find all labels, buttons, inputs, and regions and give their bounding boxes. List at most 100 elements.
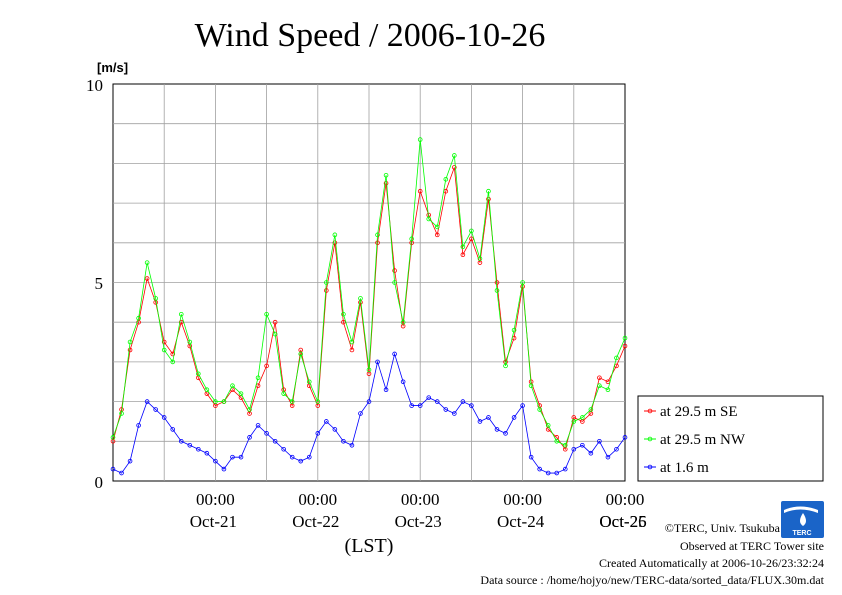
data-point: [545, 423, 551, 428]
data-point: [341, 319, 346, 325]
data-point: [434, 224, 440, 230]
data-point: [503, 431, 508, 436]
data-point: [469, 228, 474, 234]
data-point: [426, 216, 432, 222]
y-tick-label-5: 5: [95, 274, 104, 293]
data-point: [622, 435, 628, 440]
data-point: [110, 435, 116, 440]
data-point: [520, 403, 525, 408]
data-point: [622, 335, 628, 341]
data-point: [528, 454, 534, 460]
data-point: [614, 446, 619, 452]
data-point: [341, 311, 346, 317]
data-point: [383, 180, 389, 186]
data-point: [494, 427, 500, 432]
data-point: [264, 363, 269, 369]
legend-box: [637, 395, 824, 482]
data-point: [204, 387, 210, 392]
data-point: [486, 188, 491, 194]
legend-label: at 1.6 m: [660, 460, 709, 476]
data-point: [469, 403, 474, 408]
data-point: [358, 296, 363, 301]
data-point: [477, 419, 483, 424]
data-point: [469, 236, 474, 242]
data-point: [571, 419, 577, 424]
data-point: [614, 355, 619, 361]
y-axis: 0 5 10: [86, 76, 103, 492]
data-point: [417, 137, 423, 142]
data-point: [272, 331, 278, 337]
y-tick-label-0: 0: [95, 473, 104, 492]
x-axis: 00:00 00:00 00:00 00:00 00:00 Oct-21 Oct-22 Oct…: [190, 490, 647, 531]
data-point: [452, 153, 457, 158]
data-point: [161, 339, 167, 345]
data-point: [562, 466, 568, 472]
data-point: [332, 232, 338, 238]
data-point: [324, 288, 329, 293]
legend-marker: [647, 408, 653, 414]
data-point: [460, 244, 466, 250]
data-point: [392, 280, 397, 285]
x-tick-label-hour: 00:00: [298, 490, 337, 509]
data-point: [580, 442, 585, 448]
x-tick-label-day: Oct-24: [497, 512, 545, 531]
y-tick-label-10: 10: [86, 76, 103, 95]
data-point: [358, 411, 363, 416]
tercl-logo: TERC: [781, 501, 824, 538]
data-point: [136, 315, 141, 321]
data-point: [520, 280, 525, 285]
credit-source: Data source : /home/hojyo/new/TERC-data/…: [480, 573, 824, 587]
data-point: [170, 427, 176, 432]
data-point: [315, 431, 321, 436]
x-tick-label-hour: 00:00: [606, 490, 645, 509]
data-point: [298, 351, 304, 357]
x-tick-label-hour: 00:00: [196, 490, 235, 509]
credit-observed: Observed at TERC Tower site: [680, 539, 824, 553]
data-point: [332, 240, 338, 246]
data-point: [119, 470, 124, 476]
data-point: [306, 454, 312, 460]
data-point: [341, 438, 346, 444]
data-point: [127, 339, 133, 345]
credit-copyright: ©TERC, Univ. Tsukuba: [665, 521, 781, 535]
data-point: [213, 399, 218, 404]
x-tick-label-hour: 00:00: [503, 490, 542, 509]
legend-label: at 29.5 m NW: [660, 432, 746, 448]
data-point: [230, 454, 235, 460]
data-point: [238, 391, 244, 396]
data-point: [144, 276, 150, 281]
data-point: [452, 411, 457, 416]
x-tick-label-day: Oct-26: [599, 512, 646, 531]
data-point: [554, 438, 560, 444]
data-point: [417, 403, 423, 408]
data-point: [460, 399, 466, 404]
data-point: [486, 415, 491, 420]
data-point: [383, 387, 389, 392]
data-point: [571, 446, 577, 452]
data-point: [477, 256, 483, 261]
data-point: [434, 232, 440, 238]
data-point: [605, 387, 611, 392]
legend-marker: [647, 436, 653, 442]
data-point: [366, 399, 372, 404]
grid: [113, 84, 625, 481]
data-point: [127, 347, 133, 353]
data-point: [264, 431, 269, 436]
x-tick-label-day: Oct-22: [292, 512, 339, 531]
y-axis-unit: [m/s]: [97, 60, 128, 75]
data-point: [375, 359, 380, 365]
data-point: [178, 319, 184, 325]
data-point: [255, 423, 261, 428]
data-point: [528, 383, 534, 389]
data-point: [110, 466, 116, 472]
data-point: [588, 450, 594, 456]
data-point: [597, 383, 602, 389]
data-point: [230, 383, 235, 389]
data-point: [597, 438, 602, 444]
data-point: [144, 260, 150, 265]
credit-created: Created Automatically at 2006-10-26/23:3…: [599, 556, 824, 570]
data-point: [196, 371, 201, 377]
x-tick-label-day: Oct-23: [395, 512, 442, 531]
data-point: [324, 280, 329, 285]
data-point: [136, 423, 141, 428]
